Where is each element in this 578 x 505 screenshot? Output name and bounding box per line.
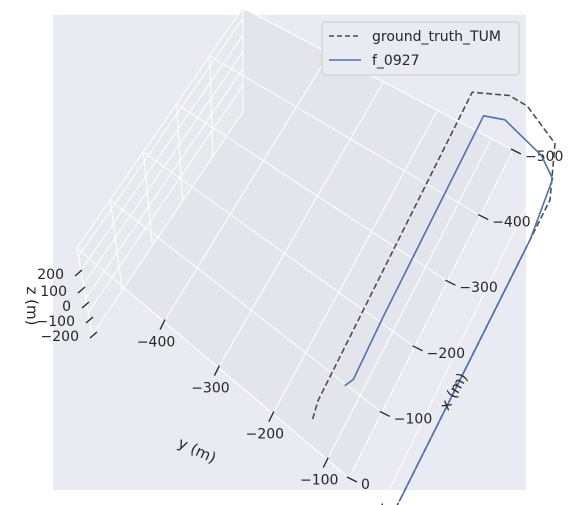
y-tick-label: −200 [246,427,284,443]
y-tick-label: −400 [137,335,175,351]
x-tick-label: −200 [427,346,465,362]
x-tick-label: −400 [492,215,530,231]
y-tick-label: −100 [300,473,338,489]
y-tick-label: −300 [191,381,229,397]
z-axis-label: z (m) [23,287,41,326]
z-tick-label: 200 [37,267,64,283]
z-tick-label: −100 [37,314,75,330]
legend: ground_truth_TUM f_0927 [322,22,519,75]
x-tick-label: −300 [459,280,497,296]
x-tick-label: 0 [361,477,370,493]
legend-label-f-0927: f_0927 [372,53,420,69]
x-tick-label: −100 [394,411,432,427]
legend-label-ground-truth: ground_truth_TUM [372,29,501,45]
z-tick-label: 0 [62,299,71,315]
z-tick-label: 100 [40,284,67,300]
z-tick-label: −200 [41,329,79,345]
